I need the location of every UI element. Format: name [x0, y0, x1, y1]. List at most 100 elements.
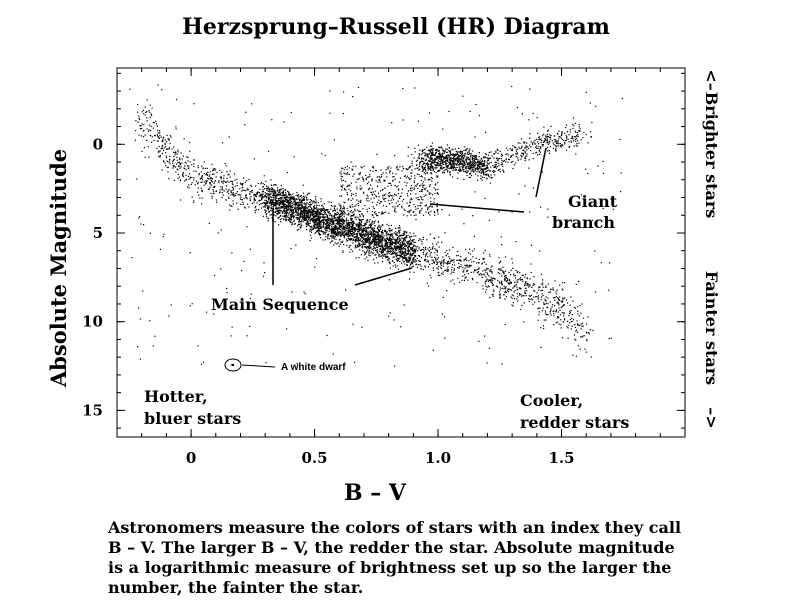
star-point — [562, 297, 564, 299]
star-point — [239, 194, 242, 196]
star-point — [281, 212, 284, 214]
star-point — [456, 259, 458, 261]
star-point — [564, 282, 566, 284]
star-point — [436, 161, 438, 164]
star-point — [432, 246, 434, 248]
star-point — [498, 158, 501, 160]
star-point — [406, 254, 408, 256]
star-point — [501, 287, 503, 289]
star-point — [328, 219, 330, 221]
star-point — [561, 306, 563, 308]
star-point — [379, 242, 381, 244]
star-point — [331, 220, 333, 222]
star-point — [521, 274, 523, 276]
star-point — [353, 232, 355, 234]
star-point — [234, 194, 237, 196]
star-point — [201, 179, 204, 181]
star-point — [482, 168, 484, 170]
star-point — [321, 216, 323, 218]
star-point — [321, 230, 323, 232]
star-point — [384, 245, 386, 248]
star-point — [184, 165, 186, 167]
star-point — [435, 168, 437, 170]
star-point — [364, 226, 366, 228]
star-point — [318, 218, 320, 220]
star-point — [303, 215, 305, 217]
star-point — [429, 149, 431, 151]
star-point — [425, 249, 427, 251]
star-point — [463, 279, 465, 281]
star-point — [296, 192, 298, 194]
star-point — [345, 234, 348, 236]
star-point — [282, 197, 284, 199]
star-point — [419, 260, 421, 262]
star-point — [498, 268, 500, 270]
star-point — [411, 162, 413, 164]
star-point — [332, 215, 334, 217]
star-point — [455, 169, 457, 171]
star-point — [489, 182, 491, 184]
star-point — [436, 250, 438, 252]
star-point — [560, 319, 562, 321]
star-point — [570, 141, 572, 143]
star-point — [377, 238, 379, 240]
star-point — [471, 156, 473, 159]
star-point — [568, 314, 570, 317]
star-point — [341, 229, 343, 231]
star-point — [554, 297, 556, 299]
star-point — [401, 262, 403, 264]
star-point — [420, 257, 423, 259]
star-point — [308, 209, 310, 211]
star-point — [557, 316, 559, 318]
star-point — [549, 312, 551, 314]
star-point — [327, 222, 329, 224]
star-point — [401, 237, 403, 239]
star-point — [413, 241, 415, 244]
star-point — [370, 241, 372, 244]
star-point — [457, 160, 460, 162]
star-point — [339, 238, 341, 241]
star-point — [330, 204, 332, 206]
star-point — [378, 244, 380, 246]
star-point — [401, 250, 403, 252]
star-point — [538, 311, 541, 313]
star-point — [462, 166, 464, 168]
star-point — [274, 199, 277, 201]
star-point — [413, 271, 415, 273]
star-point — [297, 208, 299, 211]
star-point — [396, 239, 398, 241]
star-point — [359, 229, 361, 231]
star-point — [360, 254, 362, 256]
star-point — [359, 234, 361, 236]
star-point — [396, 237, 398, 240]
star-point — [360, 225, 362, 227]
star-point — [390, 247, 392, 249]
star-point — [446, 169, 448, 171]
star-point — [280, 197, 282, 199]
star-point — [209, 186, 211, 188]
star-point — [318, 233, 321, 235]
star-point — [433, 168, 435, 170]
star-point — [201, 203, 203, 205]
star-point — [391, 242, 393, 244]
star-point — [334, 234, 336, 236]
star-point — [477, 167, 479, 170]
star-point — [517, 279, 519, 281]
star-point — [427, 156, 429, 158]
star-point — [395, 234, 397, 236]
star-point — [391, 241, 393, 243]
star-point — [544, 312, 547, 314]
star-point — [488, 152, 490, 154]
star-point — [574, 324, 576, 326]
star-point — [497, 286, 499, 288]
star-point — [280, 203, 282, 205]
star-point — [358, 227, 360, 229]
star-point — [314, 215, 317, 217]
star-point — [574, 138, 576, 140]
star-point — [223, 177, 225, 179]
star-point — [232, 203, 234, 205]
star-point — [257, 192, 259, 194]
star-point — [526, 153, 528, 155]
star-point — [192, 201, 195, 203]
star-point — [268, 198, 271, 200]
